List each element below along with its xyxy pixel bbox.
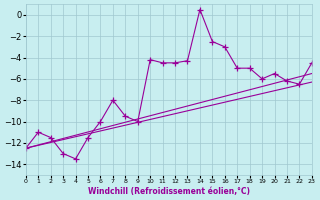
X-axis label: Windchill (Refroidissement éolien,°C): Windchill (Refroidissement éolien,°C) xyxy=(88,187,250,196)
